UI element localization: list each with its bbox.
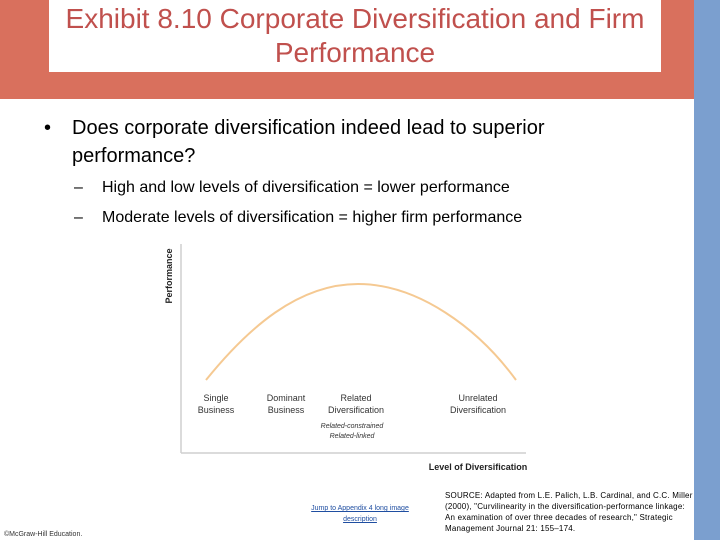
y-axis-title: Performance xyxy=(164,248,174,303)
category-sublabel: Related-linked xyxy=(330,433,376,440)
category-label: Single xyxy=(203,393,228,403)
main-bullet-text: Does corporate diversification indeed le… xyxy=(72,117,545,167)
slide-title: Exhibit 8.10 Corporate Diversification a… xyxy=(65,3,645,68)
performance-curve xyxy=(205,282,517,381)
right-accent-band xyxy=(694,0,720,540)
x-axis-title: Level of Diversification xyxy=(429,462,528,472)
category-label: Related xyxy=(340,393,371,403)
bullet-dot-icon: • xyxy=(44,117,52,139)
sub-bullet-text: Moderate levels of diversification = hig… xyxy=(102,209,523,226)
diversification-chart: Performance Level of Diversification Sin… xyxy=(164,244,528,472)
category-label: Dominant xyxy=(267,393,306,403)
source-note: SOURCE: Adapted from L.E. Palich, L.B. C… xyxy=(445,491,693,533)
title-box xyxy=(49,0,661,72)
category-label: Diversification xyxy=(328,405,384,415)
category-label: Business xyxy=(268,405,305,415)
dash-icon: – xyxy=(74,179,83,196)
copyright-text: ©McGraw-Hill Education. xyxy=(4,531,83,538)
category-label: Business xyxy=(198,405,235,415)
category-labels: Single Business Dominant Business Related Div… xyxy=(198,393,506,440)
dash-icon: – xyxy=(74,209,83,226)
category-label: Diversification xyxy=(450,405,506,415)
sub-bullet-text: High and low levels of diversification =… xyxy=(102,179,510,196)
category-label: Unrelated xyxy=(458,393,497,403)
category-sublabel: Related-constrained xyxy=(321,423,385,430)
appendix-link[interactable]: Jump to Appendix 4 long image descriptio… xyxy=(311,505,409,523)
